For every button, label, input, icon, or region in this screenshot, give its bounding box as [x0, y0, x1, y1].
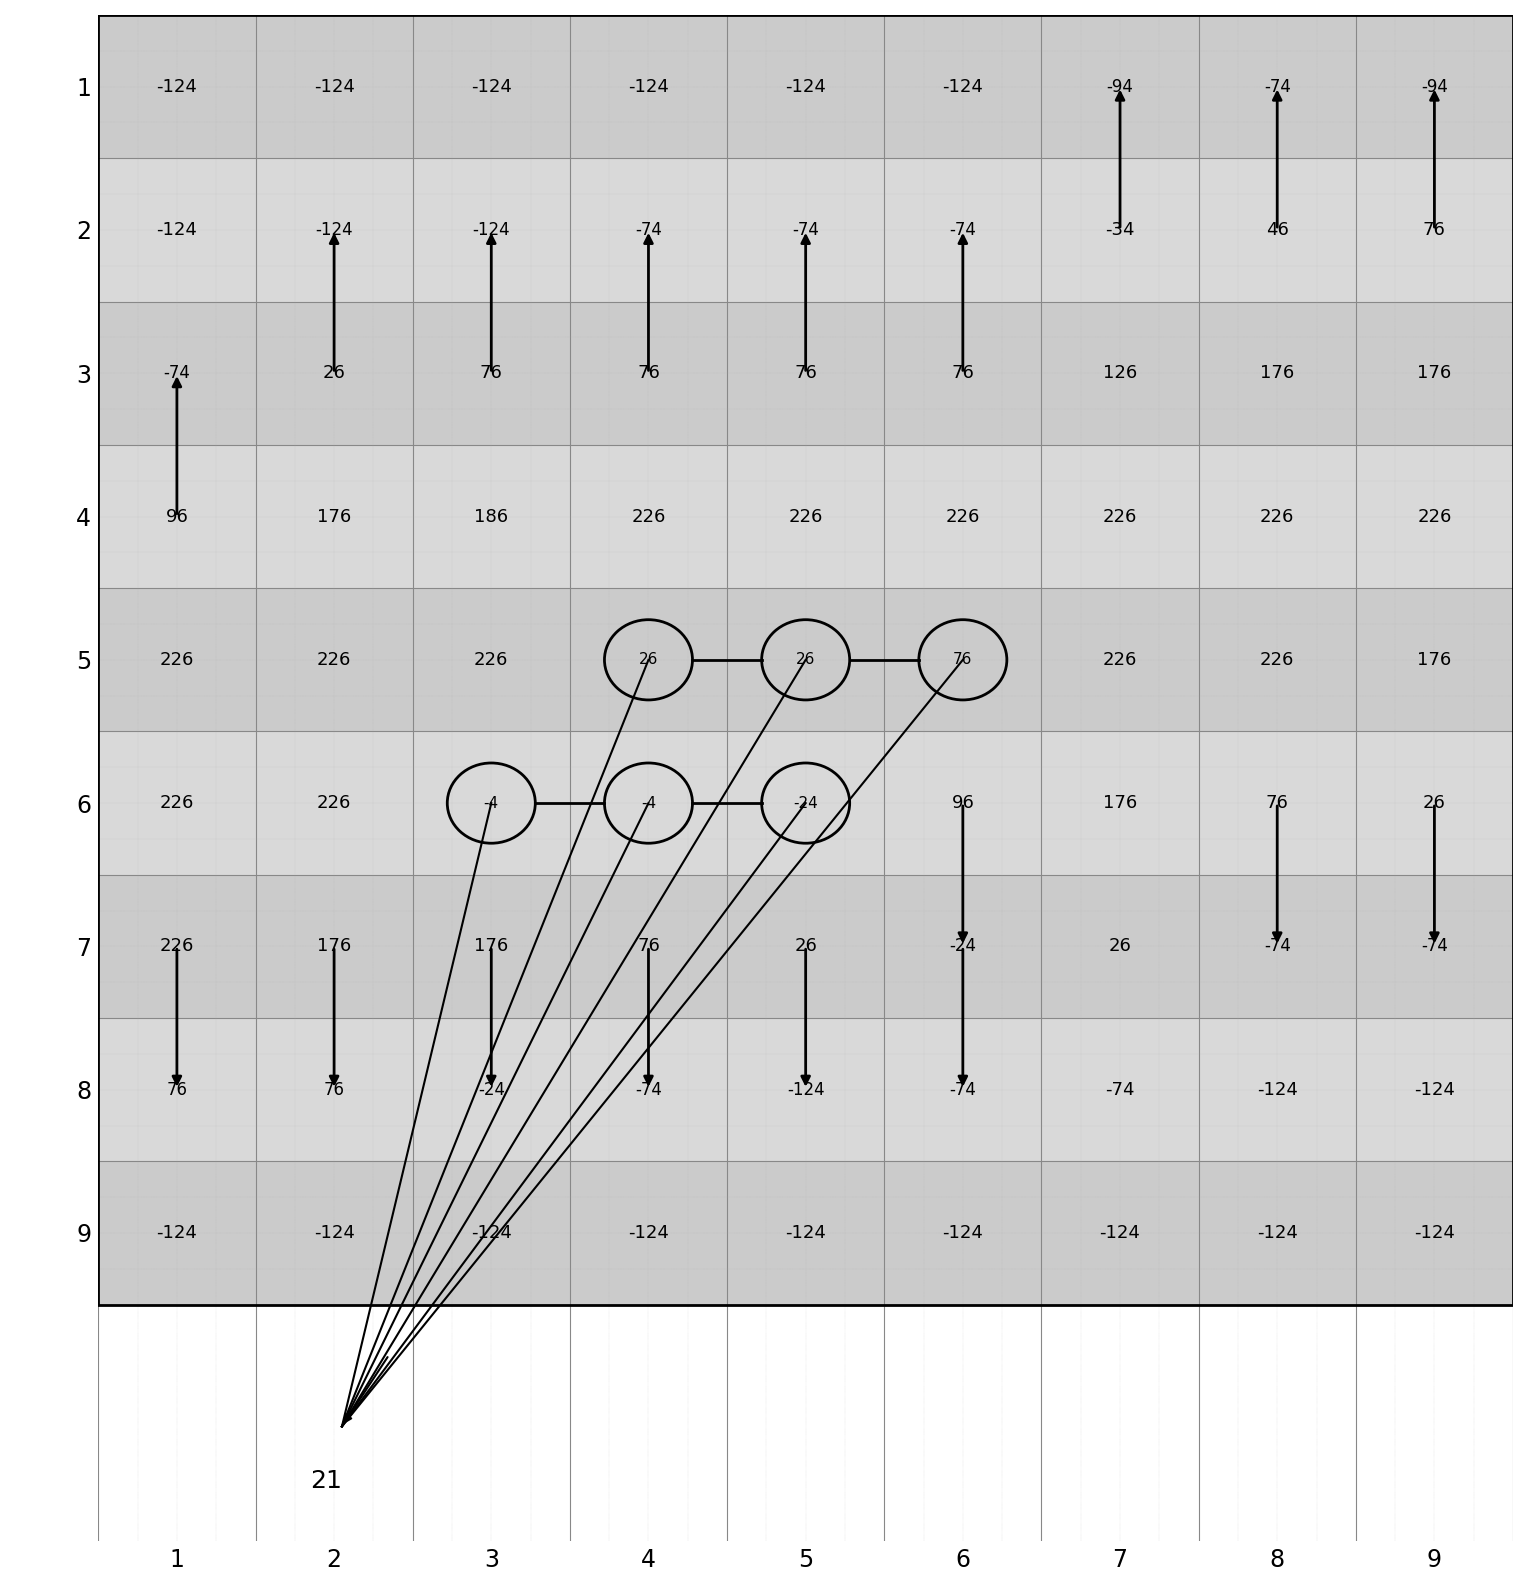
Text: -124: -124: [787, 1081, 825, 1098]
Text: 26: 26: [1423, 794, 1445, 813]
Bar: [98, 1162, 1513, 1305]
Text: -124: -124: [471, 1224, 512, 1243]
Text: -124: -124: [785, 1224, 827, 1243]
Text: -124: -124: [1258, 1081, 1297, 1098]
Text: -124: -124: [156, 1224, 197, 1243]
Text: -124: -124: [1413, 1081, 1455, 1098]
Text: -24: -24: [949, 938, 976, 955]
Text: -124: -124: [472, 221, 510, 240]
Bar: [98, 444, 1513, 589]
Bar: [98, 874, 1513, 1017]
Bar: [98, 732, 1513, 874]
Text: -124: -124: [1100, 1224, 1140, 1243]
Text: 76: 76: [480, 365, 503, 382]
Text: 76: 76: [1423, 221, 1445, 240]
Text: 226: 226: [160, 794, 194, 813]
Text: -94: -94: [1421, 78, 1449, 95]
Text: 26: 26: [1109, 938, 1131, 955]
Text: -74: -74: [1421, 938, 1449, 955]
Text: -124: -124: [313, 1224, 354, 1243]
Text: -124: -124: [156, 221, 197, 240]
Text: 226: 226: [474, 651, 509, 668]
Text: 176: 176: [474, 938, 509, 955]
Bar: [98, 14, 1513, 159]
Text: 176: 176: [316, 938, 351, 955]
Text: -74: -74: [163, 365, 191, 382]
Text: 76: 76: [167, 1081, 188, 1098]
Text: 96: 96: [952, 794, 975, 813]
Text: 76: 76: [1265, 794, 1288, 813]
Text: -74: -74: [949, 1081, 976, 1098]
Text: 176: 176: [1418, 365, 1452, 382]
Text: -124: -124: [471, 78, 512, 95]
Text: -124: -124: [628, 1224, 669, 1243]
Text: -4: -4: [640, 795, 656, 811]
Text: 26: 26: [639, 652, 659, 667]
Text: -124: -124: [943, 78, 984, 95]
Text: 26: 26: [796, 652, 816, 667]
Text: -124: -124: [943, 1224, 984, 1243]
Text: 76: 76: [324, 1081, 345, 1098]
Text: -124: -124: [1413, 1224, 1455, 1243]
Text: 76: 76: [795, 365, 817, 382]
Text: -24: -24: [793, 795, 817, 811]
Text: 46: 46: [1265, 221, 1288, 240]
Text: -74: -74: [792, 221, 819, 240]
Bar: [98, 159, 1513, 302]
Text: 226: 226: [160, 938, 194, 955]
Text: -94: -94: [1106, 78, 1134, 95]
Text: -4: -4: [484, 795, 498, 811]
Text: 176: 176: [1103, 794, 1137, 813]
Text: -74: -74: [636, 221, 662, 240]
Text: 176: 176: [1418, 651, 1452, 668]
Text: -74: -74: [949, 221, 976, 240]
Text: 26: 26: [795, 938, 817, 955]
Text: 76: 76: [637, 938, 660, 955]
Text: 76: 76: [953, 652, 972, 667]
Bar: [98, 1017, 1513, 1162]
Text: -74: -74: [1105, 1081, 1135, 1098]
Text: 186: 186: [474, 508, 509, 525]
Text: 176: 176: [316, 508, 351, 525]
Text: 226: 226: [946, 508, 979, 525]
Text: 226: 226: [1416, 508, 1452, 525]
Text: 226: 226: [631, 508, 666, 525]
Text: -74: -74: [1264, 78, 1291, 95]
Bar: [98, 302, 1513, 444]
Text: -124: -124: [156, 78, 197, 95]
Text: 226: 226: [1261, 651, 1294, 668]
Text: -74: -74: [636, 1081, 662, 1098]
Text: -124: -124: [315, 221, 353, 240]
Text: -74: -74: [1264, 938, 1291, 955]
Text: 96: 96: [165, 508, 188, 525]
Text: 226: 226: [316, 651, 351, 668]
Text: 76: 76: [952, 365, 975, 382]
Text: 226: 226: [160, 651, 194, 668]
Text: -124: -124: [785, 78, 827, 95]
Text: 21: 21: [310, 1470, 342, 1493]
Text: -34: -34: [1105, 221, 1135, 240]
Text: 226: 226: [316, 794, 351, 813]
Text: -124: -124: [1258, 1224, 1297, 1243]
Bar: [98, 14, 1513, 1305]
Text: -24: -24: [478, 1081, 504, 1098]
Text: -124: -124: [313, 78, 354, 95]
Text: 176: 176: [1261, 365, 1294, 382]
Text: 26: 26: [322, 365, 345, 382]
Text: -124: -124: [628, 78, 669, 95]
Text: 226: 226: [1103, 508, 1137, 525]
Text: 226: 226: [788, 508, 824, 525]
Text: 126: 126: [1103, 365, 1137, 382]
Text: 226: 226: [1261, 508, 1294, 525]
Text: 76: 76: [637, 365, 660, 382]
Bar: [98, 589, 1513, 732]
Text: 226: 226: [1103, 651, 1137, 668]
